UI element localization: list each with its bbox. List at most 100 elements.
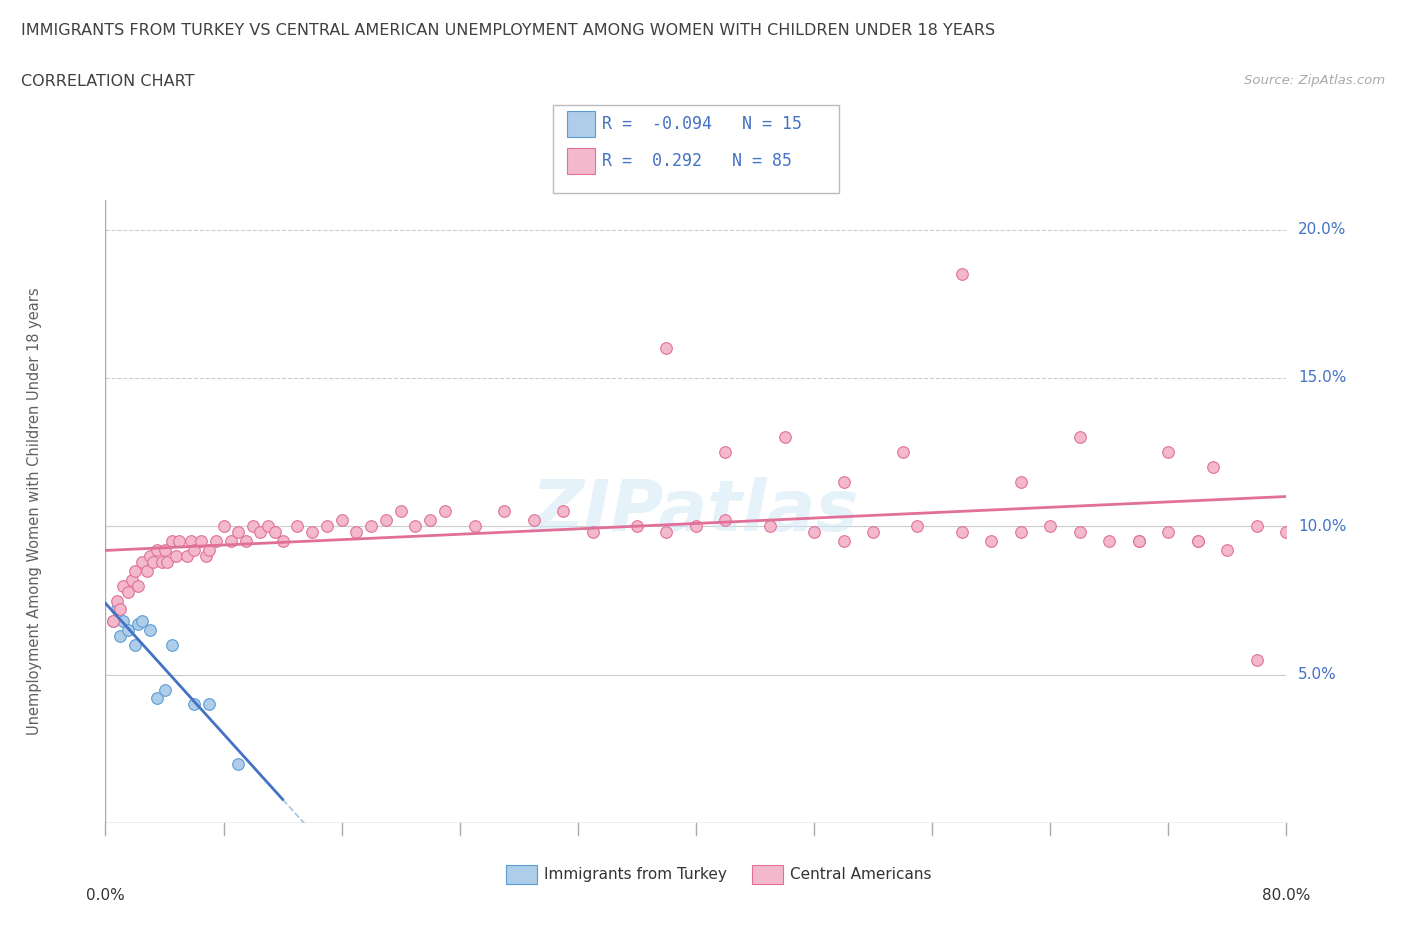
Point [146, 542, 169, 557]
Point [1246, 519, 1268, 534]
Point [190, 534, 212, 549]
Text: 20.0%: 20.0% [1298, 222, 1347, 237]
Point [101, 614, 124, 629]
Point [1069, 525, 1091, 539]
Point [264, 525, 287, 539]
Point [655, 341, 678, 356]
Point [138, 623, 160, 638]
Point [905, 519, 928, 534]
Text: 5.0%: 5.0% [1298, 667, 1337, 683]
Point [150, 554, 173, 569]
Point [176, 549, 198, 564]
Point [1275, 525, 1298, 539]
Point [374, 513, 396, 528]
Point [271, 534, 294, 549]
Point [980, 534, 1002, 549]
Point [205, 534, 228, 549]
Point [626, 519, 648, 534]
Point [389, 504, 412, 519]
Point [169, 534, 191, 549]
Point [226, 756, 250, 771]
Point [773, 430, 796, 445]
Point [242, 519, 264, 534]
Point [160, 534, 183, 549]
Point [330, 513, 353, 528]
Point [803, 525, 825, 539]
Point [360, 519, 382, 534]
Point [131, 554, 153, 569]
Point [146, 691, 169, 706]
Point [346, 525, 368, 539]
Point [551, 504, 574, 519]
Point [759, 519, 782, 534]
Point [110, 602, 132, 617]
Point [110, 629, 132, 644]
Point [463, 519, 486, 534]
Point [832, 474, 855, 489]
Point [117, 623, 139, 638]
Point [249, 525, 271, 539]
Point [127, 617, 149, 631]
Point [1010, 474, 1032, 489]
Text: IMMIGRANTS FROM TURKEY VS CENTRAL AMERICAN UNEMPLOYMENT AMONG WOMEN WITH CHILDRE: IMMIGRANTS FROM TURKEY VS CENTRAL AMERIC… [21, 23, 995, 38]
Point [180, 534, 202, 549]
Point [492, 504, 515, 519]
Point [1187, 534, 1209, 549]
Point [124, 638, 146, 653]
Point [891, 445, 914, 459]
Text: 80.0%: 80.0% [1263, 888, 1310, 903]
Point [124, 564, 146, 578]
Point [153, 542, 176, 557]
Point [522, 513, 544, 528]
Point [685, 519, 707, 534]
Point [197, 542, 219, 557]
Point [1157, 525, 1180, 539]
Point [156, 554, 179, 569]
Point [105, 593, 128, 608]
Point [862, 525, 884, 539]
Point [142, 554, 165, 569]
Point [194, 549, 217, 564]
Text: 10.0%: 10.0% [1298, 519, 1347, 534]
Point [301, 525, 323, 539]
Point [950, 525, 973, 539]
Point [183, 542, 205, 557]
Point [1187, 534, 1209, 549]
Point [287, 519, 309, 534]
Point [135, 564, 157, 578]
Point [117, 584, 139, 599]
Point [197, 697, 219, 711]
Point [1128, 534, 1150, 549]
Point [235, 534, 257, 549]
Point [121, 572, 143, 587]
Text: ZIPatlas: ZIPatlas [533, 477, 859, 546]
Point [153, 682, 176, 697]
Text: Source: ZipAtlas.com: Source: ZipAtlas.com [1244, 74, 1385, 87]
Point [127, 578, 149, 593]
Text: Central Americans: Central Americans [790, 867, 932, 882]
Text: R =  -0.094   N = 15: R = -0.094 N = 15 [602, 114, 801, 133]
Point [1157, 445, 1180, 459]
Point [183, 697, 205, 711]
Point [419, 513, 441, 528]
Text: R =  0.292   N = 85: R = 0.292 N = 85 [602, 152, 792, 170]
Text: 0.0%: 0.0% [86, 888, 125, 903]
Point [138, 549, 160, 564]
Point [1216, 542, 1239, 557]
Point [1128, 534, 1150, 549]
Point [832, 534, 855, 549]
Point [1201, 459, 1223, 474]
Point [950, 267, 973, 282]
Point [160, 638, 183, 653]
Point [433, 504, 456, 519]
Point [101, 614, 124, 629]
Point [1246, 653, 1268, 668]
Point [256, 519, 278, 534]
Point [1069, 430, 1091, 445]
Point [226, 525, 250, 539]
Point [655, 525, 678, 539]
Text: CORRELATION CHART: CORRELATION CHART [21, 74, 194, 89]
Point [404, 519, 426, 534]
Point [714, 513, 737, 528]
Point [105, 602, 128, 617]
